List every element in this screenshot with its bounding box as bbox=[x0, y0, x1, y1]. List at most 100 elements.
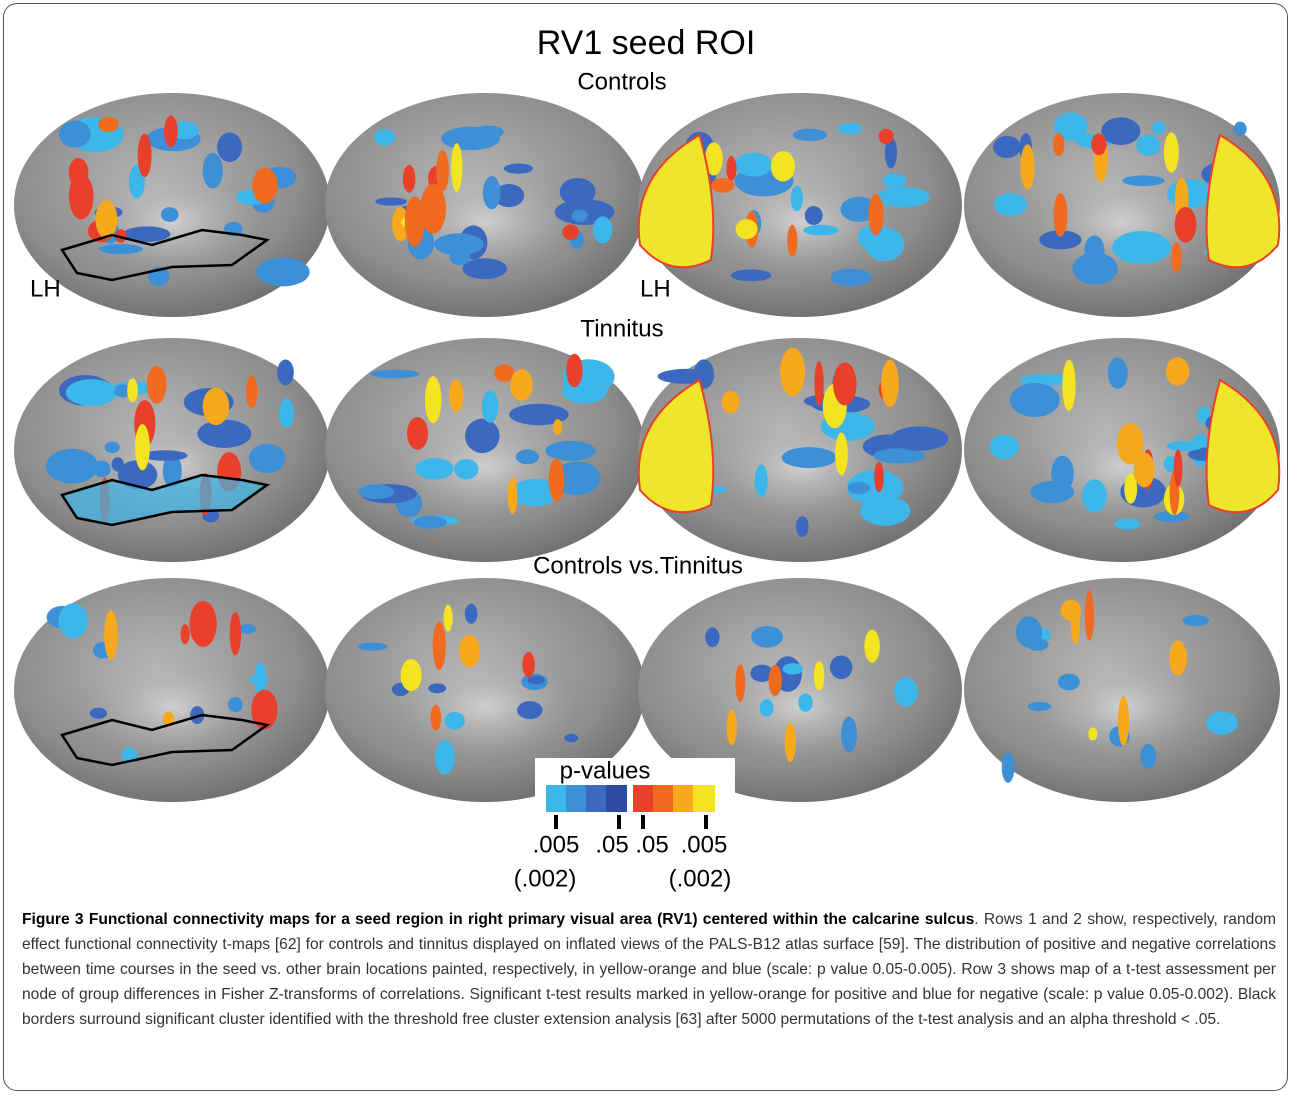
blue-blob bbox=[374, 129, 396, 146]
blue-blob bbox=[369, 369, 420, 379]
warm-blob bbox=[424, 376, 442, 424]
warm-blob bbox=[1053, 132, 1065, 156]
legend-tick-label: .05 bbox=[595, 831, 628, 858]
color-swatch bbox=[546, 785, 567, 812]
blue-blob bbox=[1053, 112, 1088, 141]
figure-title: RV1 seed ROI bbox=[537, 24, 756, 62]
blue-blob bbox=[277, 359, 294, 386]
warm-blob bbox=[711, 177, 735, 193]
figure-frame bbox=[3, 3, 1288, 1091]
blue-blob bbox=[1122, 175, 1165, 186]
blue-blob bbox=[503, 163, 534, 174]
legend-sub-label: (.002) bbox=[669, 865, 732, 892]
warm-blob bbox=[432, 621, 446, 670]
warm-blob bbox=[507, 477, 518, 515]
occipital-region bbox=[637, 133, 715, 269]
figure: RV1 seed ROI Controls Tinnitus Controls … bbox=[14, 24, 1281, 893]
blue-blob bbox=[559, 177, 596, 206]
blue-blob bbox=[256, 257, 310, 287]
blue-blob bbox=[876, 186, 930, 208]
blue-blob bbox=[511, 478, 559, 507]
warm-blob bbox=[458, 635, 481, 668]
blue-blob bbox=[1107, 357, 1128, 389]
blue-blob bbox=[358, 484, 394, 500]
warm-blob bbox=[881, 359, 899, 408]
warm-blob bbox=[553, 419, 563, 436]
caption: Figure 3 Functional connectivity maps fo… bbox=[22, 907, 1276, 1032]
warm-blob bbox=[735, 664, 746, 702]
blue-blob bbox=[864, 227, 905, 262]
blue-blob bbox=[45, 448, 99, 484]
warm-blob bbox=[407, 417, 429, 450]
blue-blob bbox=[1001, 752, 1015, 783]
blue-blob bbox=[99, 244, 143, 255]
color-swatch bbox=[633, 785, 654, 812]
blue-blob bbox=[754, 464, 768, 498]
blue-blob bbox=[1084, 235, 1105, 266]
caption-label: Figure 3 bbox=[22, 911, 84, 928]
blue-blob bbox=[1072, 252, 1118, 285]
blue-blob bbox=[705, 627, 720, 648]
warm-blob bbox=[1165, 357, 1190, 386]
warm-blob bbox=[833, 362, 857, 406]
blue-blob bbox=[993, 192, 1027, 217]
warm-blob bbox=[448, 379, 464, 412]
warm-blob bbox=[868, 193, 884, 236]
blue-blob bbox=[735, 152, 773, 177]
blue-blob bbox=[111, 457, 124, 472]
blue-blob bbox=[454, 458, 479, 480]
blue-blob bbox=[428, 683, 447, 694]
warm-blob bbox=[1133, 452, 1155, 488]
brain-highlight bbox=[1011, 147, 1233, 283]
blue-blob bbox=[804, 206, 823, 225]
color-swatch bbox=[566, 785, 587, 812]
warm-blob bbox=[443, 604, 453, 632]
blue-blob bbox=[1026, 638, 1049, 651]
warm-blob bbox=[566, 353, 583, 388]
warm-blob bbox=[1124, 473, 1138, 504]
blue-blob bbox=[279, 398, 295, 429]
warm-blob bbox=[548, 458, 565, 502]
blue-blob bbox=[1136, 134, 1161, 156]
legend-tick-label: .005 bbox=[681, 831, 728, 858]
warm-blob bbox=[1070, 601, 1080, 645]
warm-blob bbox=[400, 659, 422, 692]
blue-blob bbox=[840, 716, 858, 753]
blue-blob bbox=[989, 434, 1020, 459]
blue-blob bbox=[1140, 743, 1157, 769]
warm-blob bbox=[721, 390, 740, 414]
blue-blob bbox=[781, 447, 837, 469]
warm-blob bbox=[1168, 640, 1187, 676]
blue-blob bbox=[882, 173, 907, 189]
warm-blob bbox=[562, 224, 579, 240]
warm-blob bbox=[704, 142, 723, 176]
blue-blob bbox=[1152, 121, 1166, 135]
warm-blob bbox=[402, 164, 416, 193]
blue-blob bbox=[515, 449, 539, 465]
warm-blob bbox=[770, 151, 796, 182]
blue-blob bbox=[884, 137, 898, 169]
warm-blob bbox=[864, 629, 880, 663]
blue-blob bbox=[564, 733, 579, 743]
blue-blob bbox=[58, 120, 91, 148]
row-label: Controls bbox=[577, 68, 666, 95]
warm-blob bbox=[392, 206, 410, 242]
blue-blob bbox=[444, 711, 465, 730]
blue-blob bbox=[248, 443, 286, 474]
blue-blob bbox=[798, 693, 813, 712]
legend-sub-label: (.002) bbox=[514, 865, 577, 892]
blue-blob bbox=[730, 269, 772, 282]
warm-blob bbox=[420, 183, 447, 234]
blue-blob bbox=[434, 740, 455, 775]
warm-blob bbox=[874, 461, 884, 493]
blue-blob bbox=[238, 624, 257, 634]
blue-blob bbox=[92, 460, 111, 478]
blue-blob bbox=[1182, 614, 1210, 627]
warm-blob bbox=[430, 704, 442, 731]
legend-tick-label: .05 bbox=[635, 831, 668, 858]
warm-blob bbox=[245, 375, 258, 409]
warm-blob bbox=[494, 364, 515, 382]
blue-blob bbox=[464, 603, 478, 624]
blue-blob bbox=[890, 426, 949, 451]
cluster-border bbox=[60, 473, 271, 527]
